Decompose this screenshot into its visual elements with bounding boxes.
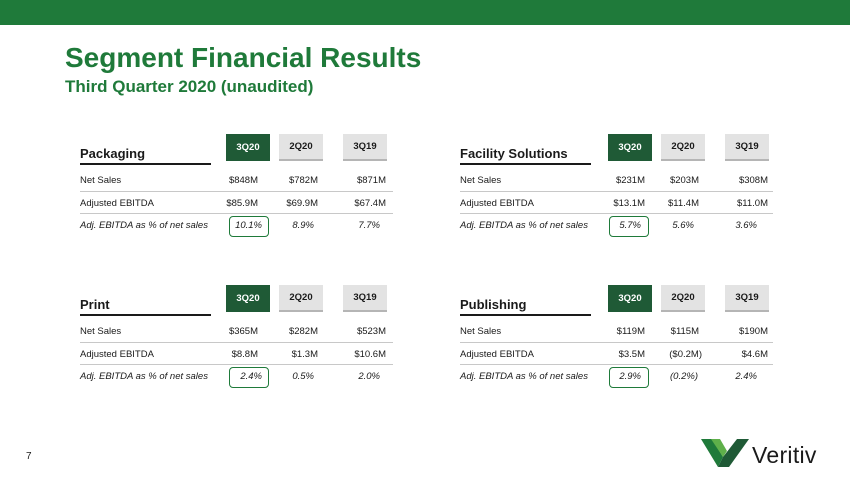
- value-2q20: $782M: [288, 175, 318, 186]
- top-banner: [0, 0, 850, 25]
- veritiv-logo-text: Veritiv: [752, 442, 817, 468]
- segment-title: Packaging: [80, 146, 146, 161]
- value-2q20: $1.3M: [291, 349, 318, 360]
- table-row-net-sales: Net Sales $231M $203M $308M: [460, 169, 773, 191]
- table-row-ebitda-margin: Adj. EBITDA as % of net sales 5.7% 5.6% …: [460, 213, 773, 236]
- column-header-3q20: 3Q20: [608, 285, 652, 312]
- segment-title-underline: [460, 314, 591, 316]
- table-row-adjusted-ebitda: Adjusted EBITDA $3.5M ($0.2M) $4.6M: [460, 342, 773, 365]
- value-3q20: 10.1%: [235, 220, 262, 231]
- segment-publishing: Publishing 3Q20 2Q20 3Q19 Net Sales $119…: [460, 285, 773, 395]
- value-2q20: $203M: [669, 175, 699, 186]
- value-3q20: $13.1M: [613, 198, 645, 209]
- segment-print: Print 3Q20 2Q20 3Q19 Net Sales $365M $28…: [80, 285, 393, 395]
- highlight-box: [609, 367, 649, 388]
- segment-title-underline: [80, 163, 211, 165]
- value-3q19: $308M: [738, 175, 768, 186]
- table-row-ebitda-margin: Adj. EBITDA as % of net sales 2.9% (0.2%…: [460, 364, 773, 387]
- row-label: Adj. EBITDA as % of net sales: [460, 220, 588, 231]
- value-3q19: 3.6%: [735, 220, 757, 231]
- segment-title-underline: [80, 314, 211, 316]
- value-3q19: 2.4%: [735, 371, 757, 382]
- row-label: Adj. EBITDA as % of net sales: [80, 220, 208, 231]
- value-2q20: 8.9%: [292, 220, 314, 231]
- column-header-3q19: 3Q19: [725, 134, 769, 161]
- row-label: Adj. EBITDA as % of net sales: [80, 371, 208, 382]
- column-header-3q19: 3Q19: [725, 285, 769, 312]
- value-2q20: $69.9M: [286, 198, 318, 209]
- row-label: Net Sales: [460, 326, 502, 337]
- row-label: Adjusted EBITDA: [460, 349, 534, 360]
- highlight-box: [229, 367, 269, 388]
- highlight-box: [229, 216, 269, 237]
- value-3q20: $119M: [616, 326, 645, 337]
- table-row-adjusted-ebitda: Adjusted EBITDA $13.1M $11.4M $11.0M: [460, 191, 773, 214]
- table-row-adjusted-ebitda: Adjusted EBITDA $85.9M $69.9M $67.4M: [80, 191, 393, 214]
- column-header-3q19: 3Q19: [343, 285, 387, 312]
- value-2q20: $115M: [670, 326, 699, 337]
- segment-title: Print: [80, 297, 110, 312]
- value-3q20: $231M: [615, 175, 645, 186]
- value-3q19: $11.0M: [737, 198, 768, 209]
- value-3q19: $523M: [356, 326, 386, 337]
- page-subtitle: Third Quarter 2020 (unaudited): [65, 77, 314, 96]
- value-3q20: $8.8M: [231, 349, 258, 360]
- value-3q19: 2.0%: [358, 371, 380, 382]
- value-3q19: $67.4M: [354, 198, 386, 209]
- row-label: Net Sales: [80, 326, 122, 337]
- table-row-ebitda-margin: Adj. EBITDA as % of net sales 10.1% 8.9%…: [80, 213, 393, 236]
- value-3q20: $85.9M: [226, 198, 258, 209]
- row-label: Adjusted EBITDA: [80, 349, 154, 360]
- value-3q20: $365M: [228, 326, 258, 337]
- value-2q20: (0.2%): [670, 371, 698, 382]
- row-label: Net Sales: [80, 175, 122, 186]
- table-row-adjusted-ebitda: Adjusted EBITDA $8.8M $1.3M $10.6M: [80, 342, 393, 365]
- value-3q20: $3.5M: [618, 349, 645, 360]
- value-2q20: $282M: [288, 326, 318, 337]
- veritiv-logo-icon: [701, 439, 749, 467]
- value-3q19: $871M: [356, 175, 386, 186]
- column-header-2q20: 2Q20: [661, 134, 705, 161]
- segment-title: Publishing: [460, 297, 527, 312]
- segment-facility-solutions: Facility Solutions 3Q20 2Q20 3Q19 Net Sa…: [460, 134, 773, 244]
- segment-title-underline: [460, 163, 591, 165]
- column-header-3q20: 3Q20: [608, 134, 652, 161]
- value-3q20: 2.9%: [619, 371, 641, 382]
- segment-packaging: Packaging 3Q20 2Q20 3Q19 Net Sales $848M…: [80, 134, 393, 244]
- value-3q19: $4.6M: [741, 349, 768, 360]
- column-header-2q20: 2Q20: [279, 285, 323, 312]
- value-2q20: 0.5%: [292, 371, 314, 382]
- column-header-3q20: 3Q20: [226, 134, 270, 161]
- column-header-3q20: 3Q20: [226, 285, 270, 312]
- value-2q20: 5.6%: [672, 220, 694, 231]
- page-number: 7: [26, 451, 32, 462]
- value-3q20: 5.7%: [619, 220, 641, 231]
- row-label: Adjusted EBITDA: [460, 198, 534, 209]
- row-label: Adj. EBITDA as % of net sales: [460, 371, 588, 382]
- row-label: Net Sales: [460, 175, 502, 186]
- column-header-2q20: 2Q20: [279, 134, 323, 161]
- page-title: Segment Financial Results: [65, 42, 422, 73]
- highlight-box: [609, 216, 649, 237]
- column-header-3q19: 3Q19: [343, 134, 387, 161]
- table-row-net-sales: Net Sales $848M $782M $871M: [80, 169, 393, 191]
- value-3q20: 2.4%: [240, 371, 262, 382]
- value-3q19: $190M: [738, 326, 768, 337]
- segment-title: Facility Solutions: [460, 146, 568, 161]
- value-3q19: 7.7%: [358, 220, 380, 231]
- value-3q19: $10.6M: [354, 349, 386, 360]
- row-label: Adjusted EBITDA: [80, 198, 154, 209]
- table-row-net-sales: Net Sales $119M $115M $190M: [460, 320, 773, 342]
- table-row-net-sales: Net Sales $365M $282M $523M: [80, 320, 393, 342]
- value-2q20: $11.4M: [668, 198, 699, 209]
- table-row-ebitda-margin: Adj. EBITDA as % of net sales 2.4% 0.5% …: [80, 364, 393, 387]
- value-2q20: ($0.2M): [669, 349, 702, 360]
- value-3q20: $848M: [228, 175, 258, 186]
- column-header-2q20: 2Q20: [661, 285, 705, 312]
